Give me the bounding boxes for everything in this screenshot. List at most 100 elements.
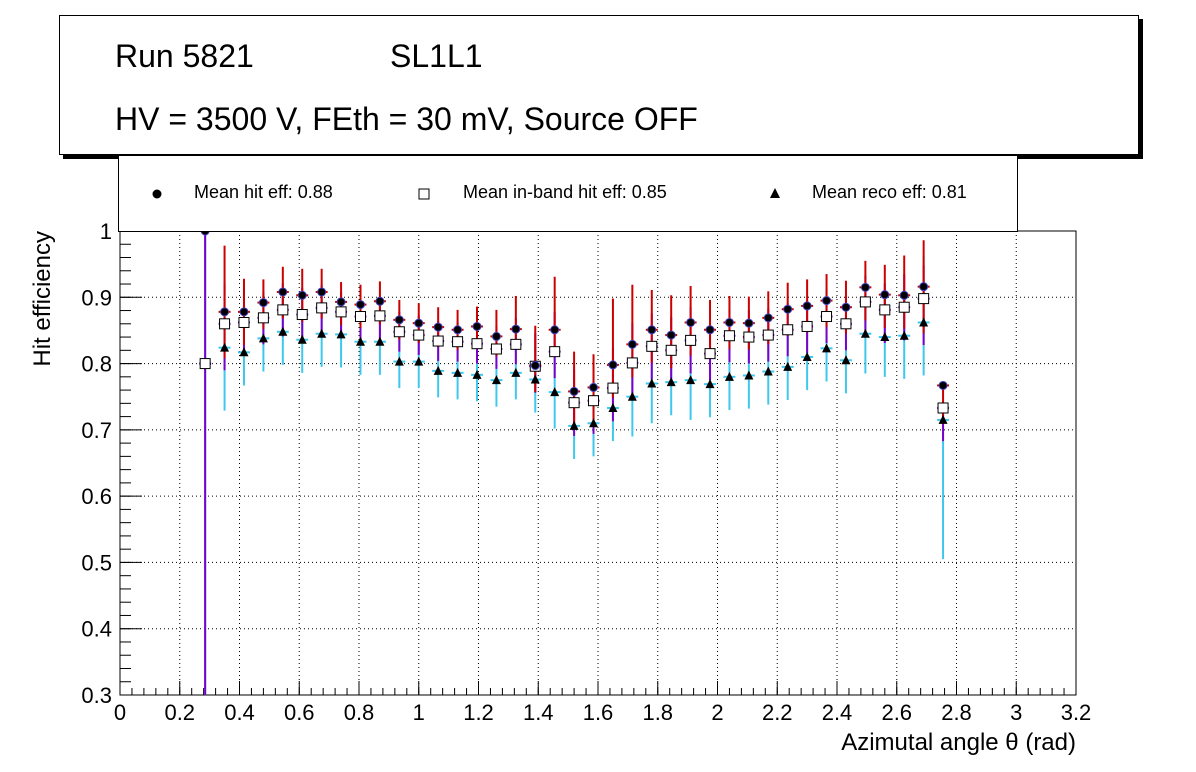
hit-point xyxy=(899,290,909,300)
inband-point xyxy=(568,397,580,409)
reco-point xyxy=(822,343,832,353)
hit-point xyxy=(860,282,870,292)
reco-point xyxy=(414,356,424,366)
run-number: Run 5821 xyxy=(115,38,254,74)
inband-point xyxy=(626,357,638,369)
hit-point xyxy=(763,313,773,323)
inband-point xyxy=(723,330,735,342)
x-tick-label: 2.6 xyxy=(881,700,912,725)
x-tick-label: 0.6 xyxy=(284,700,315,725)
reco-point xyxy=(433,365,443,375)
x-tick-label: 1 xyxy=(413,700,425,725)
reco-point xyxy=(724,371,734,381)
reco-point xyxy=(297,334,307,344)
hit-point xyxy=(394,315,404,325)
x-tick-label: 1.8 xyxy=(642,700,673,725)
inband-point xyxy=(413,329,425,341)
inband-point xyxy=(277,304,289,316)
hit-point xyxy=(608,360,618,370)
inband-point xyxy=(840,318,852,330)
x-axis-title: Azimutal angle θ (rad) xyxy=(841,729,1076,756)
x-tick-label: 0 xyxy=(114,700,126,725)
reco-point xyxy=(589,418,599,428)
inband-point xyxy=(510,338,522,350)
hit-point xyxy=(433,322,443,332)
inband-point xyxy=(490,343,502,355)
inband-point xyxy=(588,395,600,407)
hit-point xyxy=(938,380,948,390)
hit-point xyxy=(453,325,463,335)
legend-square-marker xyxy=(418,188,430,200)
hit-point xyxy=(414,318,424,328)
reco-point xyxy=(899,330,909,340)
legend-inband-eff: Mean in-band hit eff: 0.85 xyxy=(463,182,667,202)
inband-point xyxy=(704,348,716,360)
reco-point xyxy=(666,377,676,387)
y-tick-label: 0.9 xyxy=(81,285,112,310)
reco-point xyxy=(938,414,948,424)
hit-point xyxy=(550,325,560,335)
reco-point xyxy=(919,317,929,327)
hit-point xyxy=(278,287,288,297)
inband-point xyxy=(296,309,308,321)
reco-point xyxy=(608,402,618,412)
x-tick-label: 2.8 xyxy=(941,700,972,725)
x-tick-label: 2.4 xyxy=(822,700,853,725)
run-info-box: Run 5821 SL1L1 HV = 3500 V, FEth = 30 mV… xyxy=(59,15,1139,155)
hit-point xyxy=(491,331,501,341)
hit-point xyxy=(802,301,812,311)
inband-point xyxy=(646,340,658,352)
reco-point xyxy=(880,332,890,342)
reco-point xyxy=(686,375,696,385)
x-tick-label: 0.2 xyxy=(164,700,195,725)
reco-point xyxy=(220,342,230,352)
reco-point xyxy=(511,367,521,377)
hit-point xyxy=(472,321,482,331)
hit-point xyxy=(297,290,307,300)
y-tick-label: 0.4 xyxy=(81,617,112,642)
x-tick-label: 3.2 xyxy=(1061,700,1092,725)
hit-point xyxy=(569,386,579,396)
hit-point xyxy=(705,325,715,335)
reco-point xyxy=(258,333,268,343)
reco-point xyxy=(394,356,404,366)
inband-point xyxy=(354,311,366,323)
hit-point xyxy=(744,318,754,328)
inband-point xyxy=(607,382,619,394)
inband-point xyxy=(549,346,561,358)
reco-point xyxy=(744,370,754,380)
reco-point xyxy=(841,355,851,365)
reco-point xyxy=(239,347,249,357)
y-tick-label: 0.8 xyxy=(81,352,112,377)
x-tick-label: 1.2 xyxy=(463,700,494,725)
inband-point xyxy=(918,293,930,305)
inband-point xyxy=(821,311,833,323)
legend-circle-marker xyxy=(152,189,162,199)
hit-point xyxy=(375,296,385,306)
x-tick-label: 3 xyxy=(1010,700,1022,725)
x-tick-label: 1.4 xyxy=(523,700,554,725)
reco-point xyxy=(453,367,463,377)
reco-point xyxy=(763,366,773,376)
inband-point xyxy=(393,326,405,338)
reco-point xyxy=(647,378,657,388)
inband-point xyxy=(782,324,794,336)
inband-point xyxy=(257,312,269,324)
x-tick-label: 1.6 xyxy=(583,700,614,725)
reco-point xyxy=(783,361,793,371)
reco-point xyxy=(530,374,540,384)
hit-point xyxy=(239,307,249,317)
inband-point xyxy=(859,296,871,308)
legend-hit-eff: Mean hit eff: 0.88 xyxy=(194,182,333,202)
inband-point xyxy=(665,344,677,356)
hit-point xyxy=(783,304,793,314)
hit-point xyxy=(530,361,540,371)
inband-point xyxy=(432,335,444,347)
reco-point xyxy=(627,391,637,401)
hit-point xyxy=(822,296,832,306)
reco-point xyxy=(375,336,385,346)
legend-reco-eff: Mean reco eff: 0.81 xyxy=(812,182,967,202)
x-tick-label: 2 xyxy=(711,700,723,725)
reco-point xyxy=(317,328,327,338)
